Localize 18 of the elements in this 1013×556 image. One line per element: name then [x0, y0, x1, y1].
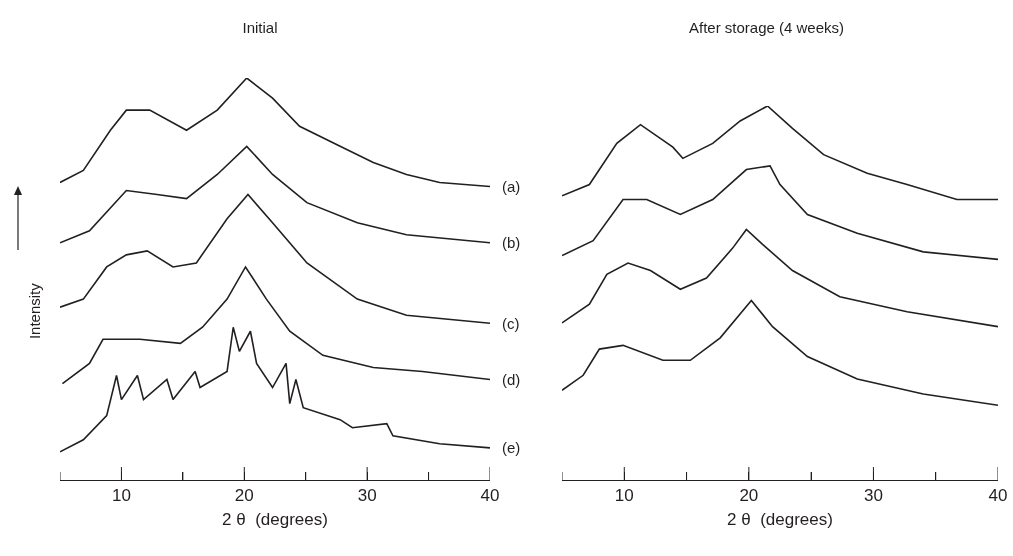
chart-title: Initial	[242, 18, 278, 36]
x-tick-label: 30	[357, 486, 377, 506]
x-tick-label: 20	[234, 486, 254, 506]
x-tick-label: 40	[480, 486, 500, 506]
series-label: (d)	[502, 371, 521, 388]
x-tick-label: 10	[614, 486, 634, 506]
x-tick-label: 20	[739, 486, 759, 506]
series-label: (a)	[502, 178, 521, 195]
series-label: (c)	[502, 315, 520, 332]
series-label: (e)	[502, 439, 521, 456]
y-axis-title: Intensity	[25, 282, 43, 340]
x-tick-label: 10	[111, 486, 131, 506]
chart-title: After storage (4 weeks)	[688, 18, 845, 36]
x-axis-title: 2 θ (degrees)	[222, 509, 328, 529]
x-axis-title: 2 θ (degrees)	[727, 509, 833, 529]
x-tick-label: 40	[988, 486, 1008, 506]
x-tick-label: 30	[863, 486, 883, 506]
series-label: (b)	[502, 234, 521, 251]
